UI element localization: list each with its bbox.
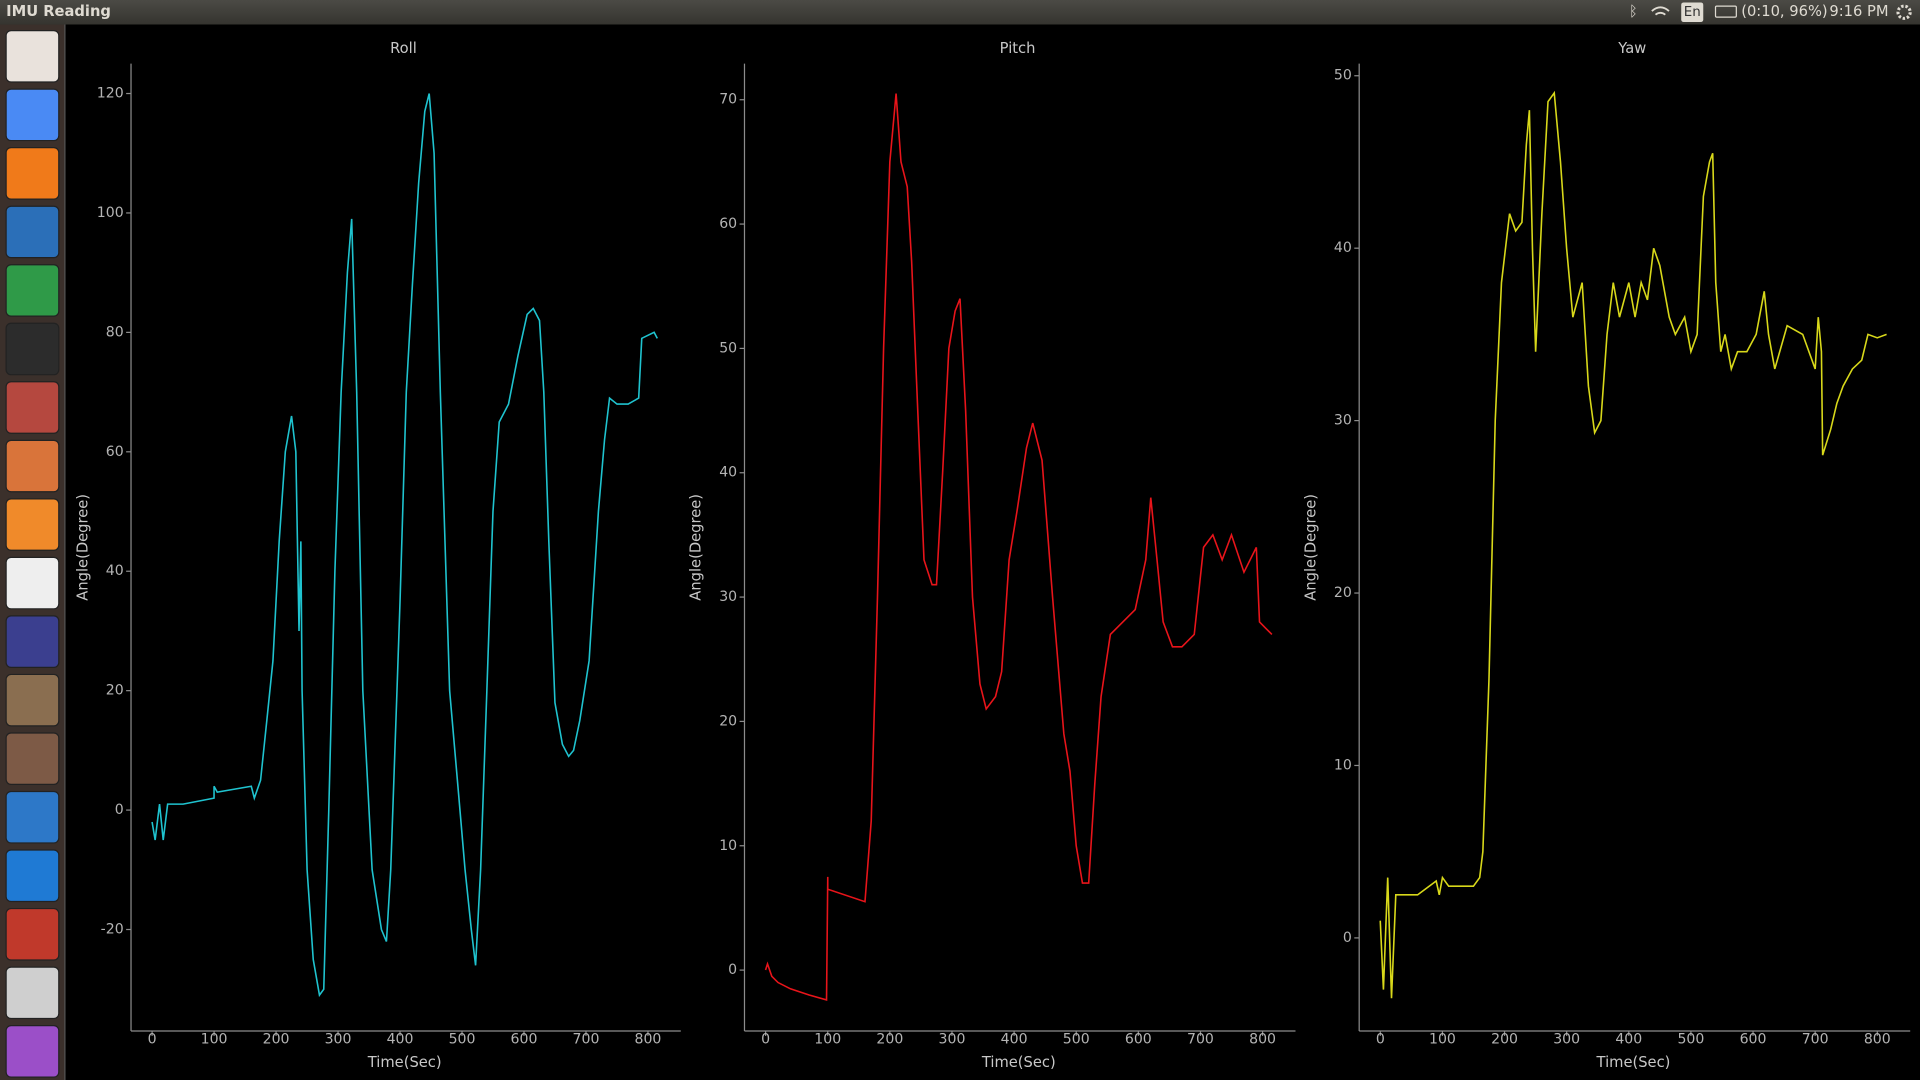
x-tick-label: 600 — [511, 1032, 538, 1048]
wifi-icon[interactable] — [1651, 6, 1670, 16]
chart-title: Roll — [390, 40, 417, 57]
y-tick-label: 10 — [1334, 757, 1352, 773]
clock[interactable]: 9:16 PM — [1829, 3, 1888, 20]
x-tick-label: 300 — [325, 1032, 352, 1048]
y-tick-label: 10 — [719, 838, 737, 854]
x-axis-label: Time(Sec) — [981, 1054, 1056, 1071]
chart-title: Pitch — [1000, 40, 1036, 57]
x-tick-label: 500 — [449, 1032, 476, 1048]
bluetooth-icon[interactable]: ᛒ — [1629, 3, 1638, 20]
y-tick-label: 20 — [106, 683, 124, 699]
y-tick-label: 30 — [719, 589, 737, 605]
app-icon[interactable] — [5, 849, 60, 903]
app-icon[interactable] — [5, 205, 60, 259]
x-tick-label: 800 — [635, 1032, 662, 1048]
language-box[interactable] — [1681, 2, 1704, 23]
y-tick-label: 40 — [719, 465, 737, 481]
y-axis-label: Angle(Degree) — [688, 494, 705, 601]
app-icon[interactable] — [5, 30, 60, 83]
app-icon[interactable] — [5, 498, 60, 551]
x-tick-label: 700 — [573, 1032, 600, 1048]
x-tick-label: 800 — [1864, 1032, 1891, 1048]
x-tick-label: 100 — [814, 1032, 841, 1048]
x-tick-label: 0 — [1376, 1032, 1385, 1048]
x-tick-label: 500 — [1677, 1032, 1704, 1048]
y-tick-label: 20 — [1334, 585, 1352, 601]
x-tick-label: 100 — [1429, 1032, 1456, 1048]
top-bar-bg — [0, 0, 1920, 25]
y-tick-label: 100 — [97, 205, 124, 221]
y-tick-label: 60 — [106, 444, 124, 460]
app-icon[interactable] — [5, 732, 60, 786]
app-icon[interactable] — [5, 439, 60, 493]
app-icon[interactable] — [5, 322, 60, 376]
x-tick-label: 400 — [1615, 1032, 1642, 1048]
y-tick-label: 30 — [1334, 413, 1352, 429]
app-icon[interactable] — [5, 907, 60, 961]
battery-icon[interactable] — [1714, 5, 1737, 18]
x-tick-label: 200 — [263, 1032, 290, 1048]
x-tick-label: 100 — [201, 1032, 228, 1048]
data-line — [151, 93, 659, 998]
y-tick-label: -20 — [101, 922, 124, 938]
x-tick-label: 200 — [1491, 1032, 1518, 1048]
y-tick-label: 50 — [1334, 68, 1352, 84]
y-tick-label: 40 — [106, 563, 124, 579]
y-tick-label: 80 — [106, 324, 124, 340]
x-tick-label: 700 — [1802, 1032, 1829, 1048]
x-tick-label: 0 — [148, 1032, 157, 1048]
y-tick-label: 120 — [97, 86, 124, 102]
app-icon[interactable] — [5, 264, 60, 317]
y-tick-label: 70 — [719, 92, 737, 108]
app-icon[interactable] — [5, 966, 60, 1020]
y-axis-label: Angle(Degree) — [74, 494, 91, 601]
x-axis-label: Time(Sec) — [1596, 1054, 1671, 1071]
data-line — [764, 93, 1273, 1001]
app-icon[interactable] — [5, 1025, 60, 1078]
chart-title: Yaw — [1617, 40, 1646, 57]
y-tick-label: 20 — [719, 713, 737, 729]
app-icon[interactable] — [5, 790, 60, 844]
x-tick-label: 700 — [1187, 1032, 1214, 1048]
app-icon[interactable] — [5, 556, 60, 610]
x-tick-label: 400 — [387, 1032, 414, 1048]
y-tick-label: 50 — [719, 340, 737, 356]
settings-icon[interactable] — [1896, 4, 1912, 20]
x-tick-label: 400 — [1001, 1032, 1028, 1048]
app-icon[interactable] — [5, 147, 60, 200]
x-tick-label: 300 — [1553, 1032, 1580, 1048]
x-tick-label: 200 — [876, 1032, 903, 1048]
language[interactable]: En — [1684, 5, 1701, 20]
battery[interactable]: (0:10, 96%) — [1741, 3, 1827, 20]
x-tick-label: 800 — [1249, 1032, 1276, 1048]
y-tick-label: 0 — [728, 962, 737, 978]
launcher-bg — [0, 24, 65, 1080]
app-icon[interactable] — [5, 88, 60, 142]
x-tick-label: 0 — [761, 1032, 770, 1048]
y-axis-label: Angle(Degree) — [1302, 494, 1319, 601]
y-tick-label: 0 — [1343, 930, 1352, 946]
x-tick-label: 500 — [1063, 1032, 1090, 1048]
y-tick-label: 0 — [115, 802, 124, 818]
y-tick-label: 40 — [1334, 240, 1352, 256]
data-line — [1379, 90, 1887, 999]
app-icon[interactable] — [5, 673, 60, 727]
top-bar: IMU Reading ᛒ En (0:10, 96%) 9:16 PM — [0, 0, 1920, 25]
launcher — [0, 24, 66, 1080]
window-title: IMU Reading — [6, 3, 111, 20]
y-tick-label: 60 — [719, 216, 737, 232]
x-axis-label: Time(Sec) — [367, 1054, 442, 1071]
app-icon[interactable] — [5, 381, 60, 434]
x-tick-label: 600 — [1740, 1032, 1767, 1048]
x-tick-label: 300 — [939, 1032, 966, 1048]
x-tick-label: 600 — [1125, 1032, 1152, 1048]
app-icon[interactable] — [5, 615, 60, 668]
